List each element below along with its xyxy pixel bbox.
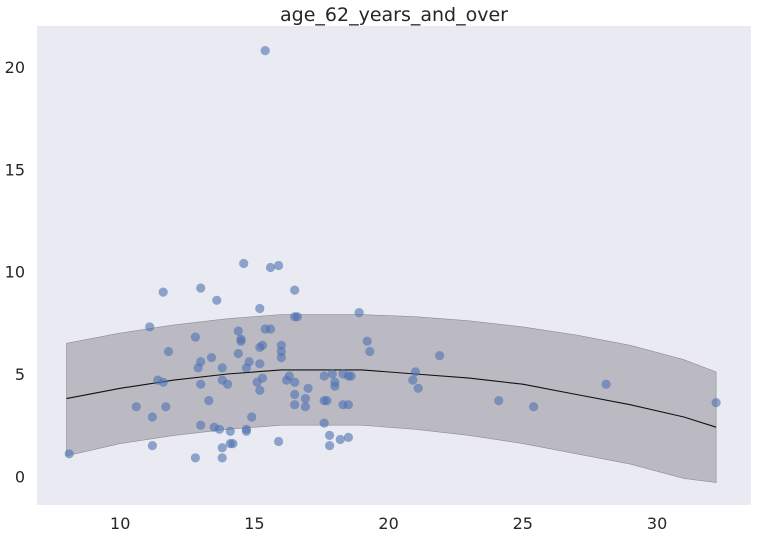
y-tick-label: 10 <box>5 263 25 282</box>
confidence-band <box>66 314 717 483</box>
scatter-point <box>196 357 206 367</box>
scatter-point <box>190 453 200 463</box>
scatter-point <box>365 346 375 357</box>
scatter-point <box>236 336 246 346</box>
scatter-point <box>327 369 337 379</box>
scatter-point <box>300 402 310 412</box>
scatter-point <box>290 285 300 295</box>
scatter-point <box>494 396 504 406</box>
scatter-point <box>410 367 421 377</box>
scatter-point <box>161 402 171 412</box>
scatter-point <box>292 312 302 322</box>
scatter-point <box>265 324 276 334</box>
scatter-point <box>255 359 265 369</box>
scatter-point <box>325 430 335 440</box>
scatter-point <box>413 383 423 393</box>
y-tick-label: 15 <box>5 160 25 179</box>
regression-line <box>66 369 717 428</box>
scatter-point <box>217 443 227 453</box>
y-tick-label: 20 <box>5 58 25 77</box>
scatter-point <box>212 295 222 305</box>
scatter-point <box>131 402 141 412</box>
scatter-point <box>300 394 310 404</box>
x-tick-label: 15 <box>244 514 264 533</box>
scatter-point <box>601 379 611 389</box>
scatter-point <box>214 424 225 434</box>
scatter-point <box>335 434 345 445</box>
scatter-point <box>247 412 257 422</box>
scatter-point <box>145 322 155 332</box>
scatter-point <box>290 400 300 410</box>
scatter-point <box>319 418 329 428</box>
chart-title: age_62_years_and_over <box>280 4 508 26</box>
scatter-point <box>217 453 227 463</box>
y-tick-label: 5 <box>15 365 25 384</box>
scatter-point <box>196 379 206 389</box>
scatter-point <box>284 371 294 381</box>
scatter-point <box>206 353 217 363</box>
scatter-point <box>435 351 445 361</box>
scatter-point <box>204 396 214 406</box>
scatter-point <box>303 383 313 393</box>
scatter-point <box>346 371 356 381</box>
x-tick-label: 25 <box>513 514 533 533</box>
scatter-point <box>196 420 206 430</box>
scatter-point <box>190 332 200 342</box>
scatter-point <box>255 303 265 314</box>
scatter-point <box>325 441 335 451</box>
scatter-point <box>163 346 174 357</box>
scatter-point <box>362 336 372 346</box>
scatter-point <box>255 385 265 395</box>
scatter-point <box>290 389 300 400</box>
scatter-point <box>265 262 276 273</box>
scatter-point <box>223 379 233 389</box>
scatter-point <box>233 348 243 359</box>
scatter-point <box>276 353 286 363</box>
x-tick-label: 30 <box>647 514 667 533</box>
scatter-point <box>711 398 721 408</box>
scatter-point <box>319 371 329 381</box>
scatter-point <box>274 436 284 447</box>
scatter-point <box>343 432 353 442</box>
scatter-point <box>290 377 300 387</box>
x-axis-ticks: 10 15 20 25 30 <box>110 514 667 533</box>
scatter-point <box>217 363 227 373</box>
scatter-point <box>239 258 249 269</box>
x-tick-label: 20 <box>378 514 398 533</box>
scatter-point <box>147 441 157 451</box>
scatter-point <box>196 283 206 293</box>
scatter-point <box>257 373 268 383</box>
scatter-point <box>354 308 364 318</box>
scatter-point <box>260 46 270 56</box>
scatter-points-layer <box>64 46 721 463</box>
scatter-point <box>233 326 243 336</box>
y-axis-ticks: 0 5 10 15 20 <box>5 58 25 486</box>
scatter-point <box>225 426 235 436</box>
scatter-point <box>158 377 168 387</box>
x-tick-label: 10 <box>110 514 130 533</box>
scatter-point <box>322 396 332 406</box>
scatter-point <box>158 287 168 297</box>
scatter-point <box>529 402 539 412</box>
scatter-point <box>343 400 353 410</box>
scatter-point <box>330 381 340 391</box>
fit-line-layer <box>66 369 717 428</box>
scatter-point <box>408 375 418 385</box>
scatter-point <box>228 439 238 449</box>
scatter-point <box>147 412 157 422</box>
confidence-band-layer <box>66 314 717 483</box>
scatter-point <box>274 260 284 271</box>
scatter-point <box>244 357 254 367</box>
y-tick-label: 0 <box>15 467 25 486</box>
scatter-point <box>241 424 251 434</box>
scatter-point <box>64 449 74 459</box>
scatter-point <box>257 340 268 350</box>
